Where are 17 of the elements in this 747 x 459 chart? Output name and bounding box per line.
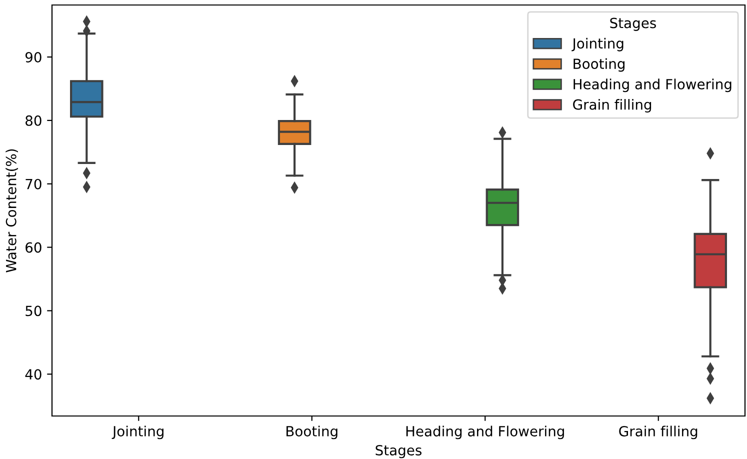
x-tick-label: Booting (286, 426, 338, 440)
y-tick-label: 90 (25, 52, 42, 62)
legend-label: Jointing (572, 38, 624, 52)
y-tick-label: 40 (25, 369, 42, 380)
x-axis-title: Stages (376, 444, 422, 458)
legend-label: Grain filling (573, 99, 652, 112)
x-tick-label: Grain filling (619, 426, 698, 440)
x-tick-label: Heading and Flowering (406, 426, 564, 440)
y-tick-label: 60 (26, 242, 42, 253)
x-tick-label: Jointing (112, 426, 164, 440)
y-tick-label: 80 (26, 115, 42, 126)
y-tick-label: 50 (26, 306, 42, 316)
legend-label: Booting (574, 58, 624, 72)
legend-title: Stages (610, 18, 656, 31)
legend-label: Heading and Flowering (574, 78, 732, 92)
y-tick-label: 70 (26, 178, 42, 190)
y-axis-title: Water Content(%) (6, 149, 18, 272)
